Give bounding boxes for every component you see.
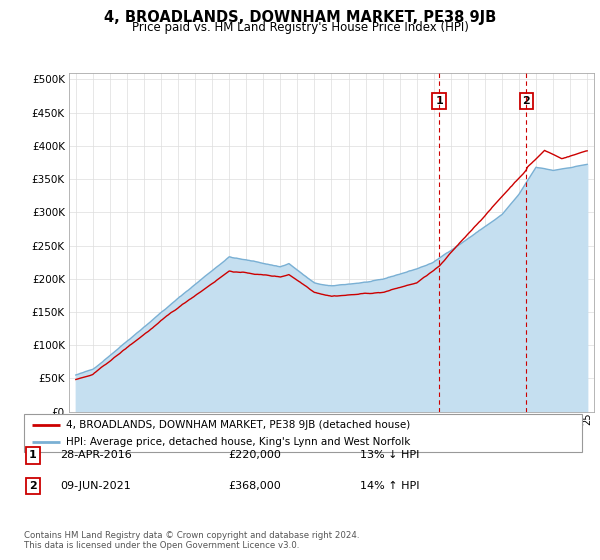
Text: 4, BROADLANDS, DOWNHAM MARKET, PE38 9JB: 4, BROADLANDS, DOWNHAM MARKET, PE38 9JB [104, 10, 496, 25]
Text: Contains HM Land Registry data © Crown copyright and database right 2024.
This d: Contains HM Land Registry data © Crown c… [24, 530, 359, 550]
Text: £220,000: £220,000 [228, 450, 281, 460]
Text: 1: 1 [29, 450, 37, 460]
Text: Price paid vs. HM Land Registry's House Price Index (HPI): Price paid vs. HM Land Registry's House … [131, 21, 469, 34]
Text: 1: 1 [436, 96, 443, 106]
Text: 14% ↑ HPI: 14% ↑ HPI [360, 481, 419, 491]
Text: 4, BROADLANDS, DOWNHAM MARKET, PE38 9JB (detached house): 4, BROADLANDS, DOWNHAM MARKET, PE38 9JB … [66, 419, 410, 430]
Text: 09-JUN-2021: 09-JUN-2021 [60, 481, 131, 491]
Text: 2: 2 [523, 96, 530, 106]
Text: 28-APR-2016: 28-APR-2016 [60, 450, 132, 460]
Text: £368,000: £368,000 [228, 481, 281, 491]
Text: 2: 2 [29, 481, 37, 491]
Text: 13% ↓ HPI: 13% ↓ HPI [360, 450, 419, 460]
Text: HPI: Average price, detached house, King's Lynn and West Norfolk: HPI: Average price, detached house, King… [66, 437, 410, 447]
